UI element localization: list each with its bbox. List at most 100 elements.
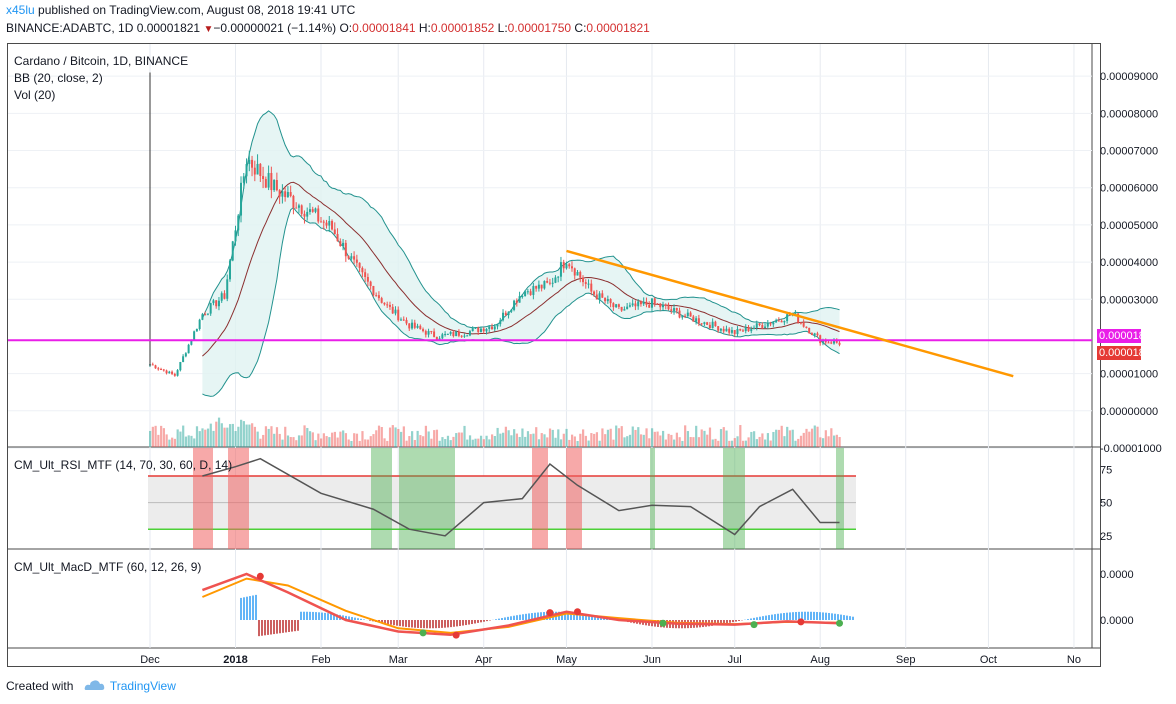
candle-body: [165, 370, 168, 374]
volume-bar: [706, 434, 709, 447]
volume-bar: [452, 436, 455, 447]
candle-body: [190, 340, 193, 345]
macd-indicator-label[interactable]: CM_Ult_MacD_MTF (60, 12, 26, 9): [14, 560, 202, 574]
macd-histogram-bar: [816, 612, 818, 620]
volume-bar: [502, 432, 505, 447]
volume-indicator-label[interactable]: Vol (20): [14, 88, 56, 102]
x-tick-label: Oct: [980, 654, 997, 666]
macd-histogram-bar: [270, 620, 272, 635]
volume-bar: [223, 427, 226, 447]
macd-histogram-bar: [432, 620, 434, 629]
volume-bar: [623, 437, 626, 447]
publish-info: x45lu published on TradingView.com, Augu…: [6, 3, 355, 17]
volume-bar: [358, 440, 361, 447]
candle-body: [328, 220, 331, 226]
volume-bar: [303, 425, 306, 447]
tradingview-link[interactable]: TradingView: [109, 679, 176, 693]
candle-body: [413, 322, 416, 328]
macd-histogram-bar: [756, 617, 758, 620]
candle-body: [482, 328, 485, 332]
macd-histogram-bar: [324, 612, 326, 620]
volume-bar: [797, 438, 800, 447]
macd-histogram-bar: [837, 614, 839, 620]
volume-bar: [342, 430, 345, 447]
macd-histogram-bar: [450, 620, 452, 628]
volume-bar: [711, 439, 714, 447]
macd-histogram-bar: [249, 596, 251, 620]
candle-body: [551, 282, 554, 284]
created-with-text: Created with: [6, 679, 74, 693]
volume-bar: [653, 431, 656, 447]
open-value: 0.00001841: [352, 21, 416, 35]
candle-body: [344, 242, 347, 257]
volume-bar: [540, 433, 543, 447]
volume-bar: [430, 438, 433, 447]
volume-bar: [215, 421, 218, 447]
macd-histogram-bar: [774, 614, 776, 620]
candle-body: [435, 336, 438, 340]
candle-body: [499, 320, 502, 325]
macd-histogram-bar: [330, 613, 332, 620]
macd-histogram-bar: [498, 618, 500, 620]
macd-histogram-bar: [783, 612, 785, 620]
macd-histogram-bar: [396, 620, 398, 626]
candle-body: [477, 327, 480, 332]
volume-bar: [772, 431, 775, 447]
volume-bar: [251, 423, 254, 447]
macd-histogram-bar: [807, 611, 809, 620]
volume-bar: [441, 437, 444, 447]
candle-body: [565, 264, 568, 269]
macd-histogram-bar: [804, 611, 806, 620]
volume-bar: [184, 436, 188, 447]
volume-bar: [579, 433, 582, 447]
candle-body: [813, 333, 816, 335]
macd-histogram-bar: [444, 620, 446, 628]
bollinger-upper: [201, 110, 840, 329]
author-link[interactable]: x45lu: [6, 3, 35, 17]
macd-histogram-bar: [585, 614, 587, 620]
volume-bar: [485, 435, 488, 447]
volume-bar: [739, 425, 742, 447]
macd-histogram-bar: [765, 615, 767, 620]
volume-bar: [259, 438, 262, 447]
macd-histogram-bar: [537, 612, 539, 620]
axes: Dec 2018 Feb Mar Apr May Jun Jul Aug Sep Oct No 0.00…: [140, 71, 1162, 666]
bb-indicator-label[interactable]: BB (20, close, 2): [14, 71, 103, 85]
volume-bar: [471, 439, 474, 447]
candle-body: [816, 333, 819, 336]
open-label: O:: [339, 21, 353, 35]
candle-body: [620, 306, 623, 311]
candle-body: [755, 323, 758, 328]
rsi-indicator-label[interactable]: CM_Ult_RSI_MTF (14, 70, 30, 60, D, 14): [14, 458, 233, 472]
macd-histogram-bar: [747, 619, 749, 620]
candle-body: [286, 192, 289, 198]
candle-body: [215, 300, 218, 307]
candle-body: [220, 293, 223, 301]
volume-bar: [620, 426, 623, 447]
volume-bar: [248, 424, 251, 447]
volume-bar: [339, 431, 342, 447]
volume-bar: [228, 424, 232, 447]
macd-histogram-bar: [393, 620, 395, 626]
candle-body: [380, 298, 383, 303]
candle-body: [609, 299, 612, 304]
macd-histogram-bar: [723, 620, 725, 624]
volume-bar: [755, 439, 758, 447]
candle-body: [331, 220, 334, 230]
volume-bar: [615, 425, 618, 447]
candle-body: [730, 330, 733, 333]
candle-body: [336, 234, 339, 242]
candle-body: [468, 331, 471, 336]
candle-body: [496, 324, 499, 327]
volume-bar: [355, 433, 359, 447]
volume-bar: [402, 426, 405, 447]
volume-bar: [783, 436, 786, 447]
volume-bar: [631, 426, 634, 447]
volume-bar: [253, 426, 257, 447]
candle-body: [427, 331, 430, 335]
volume-bar: [361, 431, 364, 447]
volume-bar: [446, 435, 450, 447]
volume-bar: [645, 428, 648, 447]
volume-bar: [692, 437, 695, 447]
